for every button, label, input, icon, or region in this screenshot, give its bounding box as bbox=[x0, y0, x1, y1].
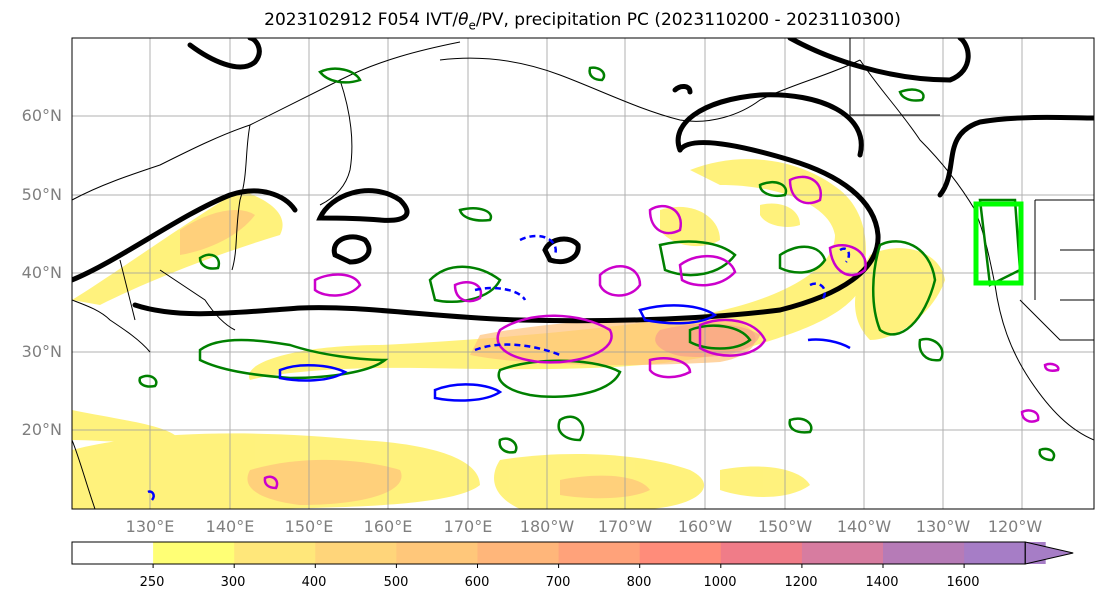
colorbar-tick-500: 500 bbox=[383, 575, 409, 590]
lon-label-150e: 150°E bbox=[284, 517, 334, 536]
colorbar-segment bbox=[396, 542, 478, 564]
colorbar-tick-600: 600 bbox=[464, 575, 490, 590]
theta-symbol: θ bbox=[458, 10, 469, 30]
map-frame bbox=[71, 37, 1095, 510]
lon-label-140e: 140°E bbox=[205, 517, 255, 536]
colorbar-tick-300: 300 bbox=[220, 575, 246, 590]
colorbar-segment bbox=[477, 542, 560, 564]
theta-subscript: e bbox=[468, 18, 476, 33]
colorbar-tick-1600: 1600 bbox=[946, 575, 980, 590]
lat-label-30n: 30°N bbox=[21, 342, 62, 361]
highlight-box bbox=[973, 201, 1024, 286]
colorbar-segment bbox=[72, 542, 154, 564]
graticule bbox=[72, 38, 1094, 509]
lon-label-150w: 150°W bbox=[757, 517, 813, 536]
colorbar-segment bbox=[234, 542, 316, 564]
lon-label-170e: 170°E bbox=[443, 517, 493, 536]
theta-e-contours bbox=[72, 38, 1094, 324]
pv-negative-contours bbox=[147, 234, 851, 501]
colorbar-tick-1400: 1400 bbox=[865, 575, 899, 590]
lon-label-130e: 130°E bbox=[125, 517, 175, 536]
colorbar-segment bbox=[883, 542, 965, 564]
colorbar-tick-1000: 1000 bbox=[703, 575, 737, 590]
lat-label-60n: 60°N bbox=[21, 106, 62, 125]
pv-positive-contours bbox=[263, 175, 1060, 490]
colorbar-segment bbox=[315, 542, 397, 564]
colorbar-tick-800: 800 bbox=[626, 575, 652, 590]
colorbar bbox=[71, 541, 1074, 568]
colorbar-frame bbox=[71, 541, 1026, 565]
colorbar-segment bbox=[558, 542, 641, 564]
colorbar-tick-400: 400 bbox=[301, 575, 327, 590]
ivt-peak-layer bbox=[655, 323, 760, 358]
colorbar-segment bbox=[801, 542, 884, 564]
colorbar-segment bbox=[720, 542, 803, 564]
lat-label-20n: 20°N bbox=[21, 420, 62, 439]
lon-label-120w: 120°W bbox=[987, 517, 1043, 536]
colorbar-tick-1200: 1200 bbox=[784, 575, 818, 590]
colorbar-tick-700: 700 bbox=[545, 575, 571, 590]
lat-label-40n: 40°N bbox=[21, 263, 62, 282]
lon-label-180w: 180°W bbox=[519, 517, 575, 536]
lon-label-140w: 140°W bbox=[836, 517, 892, 536]
map-panel bbox=[72, 38, 1094, 509]
colorbar-segment bbox=[153, 542, 235, 564]
lon-label-130w: 130°W bbox=[915, 517, 971, 536]
lat-label-50n: 50°N bbox=[21, 185, 62, 204]
lon-label-160e: 160°E bbox=[363, 517, 413, 536]
lon-label-160w: 160°W bbox=[677, 517, 733, 536]
coastlines bbox=[72, 38, 1094, 509]
colorbar-segment bbox=[639, 542, 722, 564]
map-title: 2023102912 F054 IVT/θe/PV, precipitation… bbox=[264, 10, 901, 33]
colorbar-extend-arrow bbox=[1024, 541, 1074, 565]
colorbar-tick-250: 250 bbox=[139, 575, 165, 590]
lon-label-170w: 170°W bbox=[597, 517, 653, 536]
